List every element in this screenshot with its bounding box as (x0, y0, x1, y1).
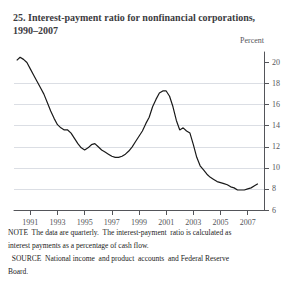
svg-text:Board.: Board. (8, 267, 28, 276)
svg-text:interest payments as a percent: interest payments as a percentage of cas… (8, 241, 149, 250)
svg-text:20: 20 (272, 58, 280, 67)
svg-text:2005: 2005 (213, 218, 229, 227)
svg-text:18: 18 (272, 79, 280, 88)
svg-text:8: 8 (272, 184, 276, 193)
svg-text:2003: 2003 (185, 218, 201, 227)
svg-text:1990–2007: 1990–2007 (13, 25, 58, 36)
svg-text:1995: 1995 (77, 218, 93, 227)
svg-text:1999: 1999 (131, 218, 147, 227)
svg-text:SOURCE National income and p: SOURCE National income and product accou… (8, 254, 230, 263)
svg-text:6: 6 (272, 206, 276, 215)
svg-text:2001: 2001 (158, 218, 174, 227)
svg-text:16: 16 (272, 100, 280, 109)
svg-text:12: 12 (272, 142, 280, 151)
svg-text:1991: 1991 (22, 218, 38, 227)
svg-text:NOTE The data are quarterly.: NOTE The data are quarterly. The interes… (8, 228, 231, 237)
svg-text:1997: 1997 (104, 218, 120, 227)
svg-text:14: 14 (272, 121, 280, 130)
svg-text:25. Interest-payment ratio for: 25. Interest-payment ratio for nonfinanc… (13, 12, 256, 23)
svg-text:Percent: Percent (240, 36, 265, 45)
svg-text:2007: 2007 (240, 218, 256, 227)
svg-text:10: 10 (272, 163, 280, 172)
svg-text:1993: 1993 (49, 218, 65, 227)
